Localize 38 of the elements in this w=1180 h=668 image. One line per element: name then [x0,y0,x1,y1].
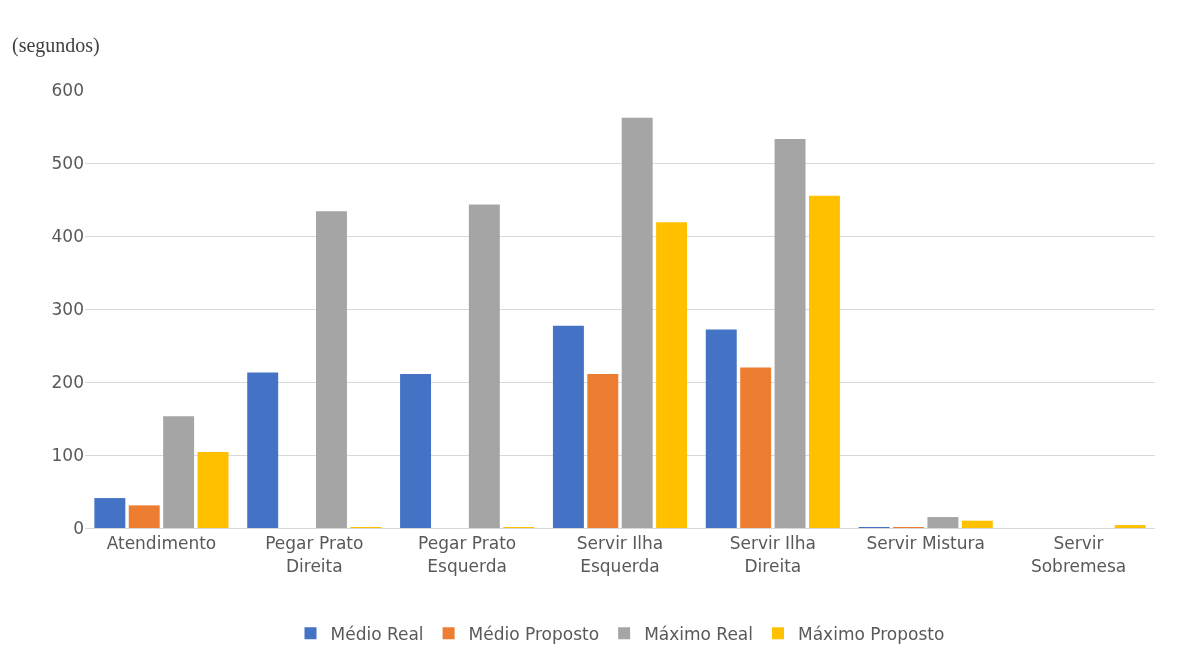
bar [400,373,432,528]
bar [128,505,160,528]
legend-label: Médio Proposto [468,623,600,644]
y-tick-label: 400 [51,225,84,246]
y-tick-label: 300 [51,298,84,319]
x-tick-label: Pegar Prato Direita [265,533,364,576]
y-tick-label: 200 [51,371,84,392]
x-tick-label: Servir Mistura [866,533,985,554]
bar [468,204,500,528]
bar [808,195,840,528]
y-tick-label: 500 [51,152,84,173]
y-tick-label: 0 [73,517,84,538]
legend-label: Máximo Real [644,623,754,644]
bar [94,498,126,528]
bar [1114,525,1146,528]
x-tick-label: Servir Ilha Direita [729,533,817,576]
y-tick-label: 100 [51,444,84,465]
x-tick-label: Pegar Prato Esquerda [418,533,517,576]
y-tick-label: 600 [51,79,84,100]
y-axis-title: (segundos) [12,34,100,57]
bar [587,373,619,528]
bar [656,222,688,528]
bar [740,367,772,528]
legend-label: Máximo Proposto [798,623,945,644]
bar [961,520,993,528]
bar [927,517,959,528]
bar [774,138,806,528]
bar [197,452,229,528]
x-tick-label: Atendimento [106,533,217,554]
bar [705,329,737,528]
x-tick-label: Servir Sobremesa [1030,533,1127,576]
bar [163,416,195,528]
legend-label: Médio Real [330,623,424,644]
bar [552,325,584,528]
bar [621,117,653,528]
bar [247,372,279,528]
bar [316,211,347,528]
x-tick-label: Servir Ilha Esquerda [576,533,664,576]
